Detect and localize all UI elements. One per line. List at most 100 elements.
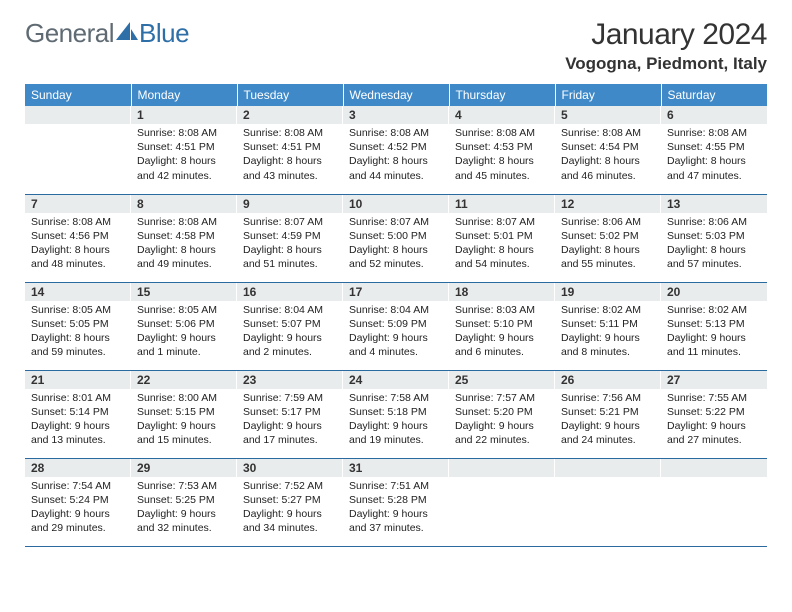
calendar-cell (661, 458, 767, 546)
day-detail-line: Daylight: 9 hours (667, 419, 761, 433)
day-number: 14 (25, 283, 131, 301)
day-details: Sunrise: 8:08 AMSunset: 4:56 PMDaylight:… (25, 213, 131, 276)
day-details: Sunrise: 8:04 AMSunset: 5:09 PMDaylight:… (343, 301, 449, 364)
day-details: Sunrise: 7:57 AMSunset: 5:20 PMDaylight:… (449, 389, 555, 452)
calendar-cell: 17Sunrise: 8:04 AMSunset: 5:09 PMDayligh… (343, 282, 449, 370)
day-detail-line: Daylight: 9 hours (137, 507, 231, 521)
calendar-cell: 21Sunrise: 8:01 AMSunset: 5:14 PMDayligh… (25, 370, 131, 458)
calendar-cell: 6Sunrise: 8:08 AMSunset: 4:55 PMDaylight… (661, 106, 767, 194)
calendar-cell: 30Sunrise: 7:52 AMSunset: 5:27 PMDayligh… (237, 458, 343, 546)
weekday-header: Thursday (449, 84, 555, 106)
calendar-cell: 20Sunrise: 8:02 AMSunset: 5:13 PMDayligh… (661, 282, 767, 370)
day-detail-line: Sunset: 5:03 PM (667, 229, 761, 243)
day-detail-line: and 34 minutes. (243, 521, 337, 535)
day-details: Sunrise: 8:04 AMSunset: 5:07 PMDaylight:… (237, 301, 343, 364)
day-detail-line: and 22 minutes. (455, 433, 549, 447)
day-detail-line: Sunset: 4:59 PM (243, 229, 337, 243)
calendar-cell: 1Sunrise: 8:08 AMSunset: 4:51 PMDaylight… (131, 106, 237, 194)
day-detail-line: Daylight: 9 hours (31, 507, 125, 521)
day-detail-line: Daylight: 9 hours (31, 419, 125, 433)
day-detail-line: Daylight: 9 hours (137, 331, 231, 345)
calendar-week-row: 7Sunrise: 8:08 AMSunset: 4:56 PMDaylight… (25, 194, 767, 282)
day-details: Sunrise: 8:03 AMSunset: 5:10 PMDaylight:… (449, 301, 555, 364)
weekday-header: Friday (555, 84, 661, 106)
calendar-cell: 29Sunrise: 7:53 AMSunset: 5:25 PMDayligh… (131, 458, 237, 546)
day-number: 6 (661, 106, 767, 124)
day-number: 23 (237, 371, 343, 389)
calendar-cell: 5Sunrise: 8:08 AMSunset: 4:54 PMDaylight… (555, 106, 661, 194)
day-number (555, 459, 661, 477)
weekday-header-row: SundayMondayTuesdayWednesdayThursdayFrid… (25, 84, 767, 106)
day-detail-line: Sunrise: 8:01 AM (31, 391, 125, 405)
day-details: Sunrise: 7:52 AMSunset: 5:27 PMDaylight:… (237, 477, 343, 540)
day-number: 17 (343, 283, 449, 301)
day-detail-line: Sunset: 5:07 PM (243, 317, 337, 331)
day-detail-line: Sunrise: 8:08 AM (137, 126, 231, 140)
day-details: Sunrise: 7:53 AMSunset: 5:25 PMDaylight:… (131, 477, 237, 540)
day-number: 16 (237, 283, 343, 301)
calendar-week-row: 1Sunrise: 8:08 AMSunset: 4:51 PMDaylight… (25, 106, 767, 194)
day-number: 27 (661, 371, 767, 389)
day-details: Sunrise: 8:08 AMSunset: 4:55 PMDaylight:… (661, 124, 767, 187)
weekday-header: Monday (131, 84, 237, 106)
day-number: 1 (131, 106, 237, 124)
day-details (555, 477, 661, 483)
calendar-cell: 11Sunrise: 8:07 AMSunset: 5:01 PMDayligh… (449, 194, 555, 282)
day-detail-line: and 29 minutes. (31, 521, 125, 535)
day-detail-line: and 55 minutes. (561, 257, 655, 271)
calendar-cell: 15Sunrise: 8:05 AMSunset: 5:06 PMDayligh… (131, 282, 237, 370)
day-detail-line: Sunrise: 7:51 AM (349, 479, 443, 493)
day-details: Sunrise: 7:56 AMSunset: 5:21 PMDaylight:… (555, 389, 661, 452)
day-detail-line: and 43 minutes. (243, 169, 337, 183)
day-details: Sunrise: 8:07 AMSunset: 5:01 PMDaylight:… (449, 213, 555, 276)
day-detail-line: Sunset: 4:51 PM (243, 140, 337, 154)
day-detail-line: Sunrise: 8:00 AM (137, 391, 231, 405)
day-details: Sunrise: 8:00 AMSunset: 5:15 PMDaylight:… (131, 389, 237, 452)
day-detail-line: and 46 minutes. (561, 169, 655, 183)
day-details: Sunrise: 8:06 AMSunset: 5:03 PMDaylight:… (661, 213, 767, 276)
calendar-cell: 3Sunrise: 8:08 AMSunset: 4:52 PMDaylight… (343, 106, 449, 194)
day-detail-line: Sunset: 4:53 PM (455, 140, 549, 154)
day-detail-line: Sunrise: 8:08 AM (667, 126, 761, 140)
day-detail-line: Sunrise: 7:59 AM (243, 391, 337, 405)
day-number (661, 459, 767, 477)
day-detail-line: Sunrise: 8:08 AM (31, 215, 125, 229)
day-detail-line: Sunset: 5:24 PM (31, 493, 125, 507)
day-number: 2 (237, 106, 343, 124)
day-detail-line: Sunset: 5:00 PM (349, 229, 443, 243)
day-detail-line: Sunset: 5:28 PM (349, 493, 443, 507)
day-detail-line: Sunrise: 8:07 AM (243, 215, 337, 229)
calendar-cell: 13Sunrise: 8:06 AMSunset: 5:03 PMDayligh… (661, 194, 767, 282)
day-number: 11 (449, 195, 555, 213)
day-number: 4 (449, 106, 555, 124)
calendar-table: SundayMondayTuesdayWednesdayThursdayFrid… (25, 84, 767, 547)
day-detail-line: and 8 minutes. (561, 345, 655, 359)
calendar-cell: 4Sunrise: 8:08 AMSunset: 4:53 PMDaylight… (449, 106, 555, 194)
day-detail-line: Sunset: 5:11 PM (561, 317, 655, 331)
day-details: Sunrise: 8:08 AMSunset: 4:54 PMDaylight:… (555, 124, 661, 187)
calendar-week-row: 28Sunrise: 7:54 AMSunset: 5:24 PMDayligh… (25, 458, 767, 546)
day-number: 15 (131, 283, 237, 301)
day-detail-line: Daylight: 8 hours (455, 154, 549, 168)
day-detail-line: Daylight: 8 hours (561, 154, 655, 168)
day-detail-line: Sunset: 4:58 PM (137, 229, 231, 243)
day-detail-line: Daylight: 8 hours (561, 243, 655, 257)
calendar-cell (449, 458, 555, 546)
day-detail-line: Sunset: 5:02 PM (561, 229, 655, 243)
day-detail-line: Sunset: 5:14 PM (31, 405, 125, 419)
day-detail-line: Sunset: 4:56 PM (31, 229, 125, 243)
day-details: Sunrise: 8:02 AMSunset: 5:13 PMDaylight:… (661, 301, 767, 364)
day-detail-line: Sunrise: 8:05 AM (31, 303, 125, 317)
day-detail-line: and 32 minutes. (137, 521, 231, 535)
day-details: Sunrise: 7:58 AMSunset: 5:18 PMDaylight:… (343, 389, 449, 452)
day-details: Sunrise: 8:08 AMSunset: 4:51 PMDaylight:… (237, 124, 343, 187)
day-number: 29 (131, 459, 237, 477)
day-detail-line: Sunset: 4:52 PM (349, 140, 443, 154)
day-detail-line: Sunrise: 8:02 AM (561, 303, 655, 317)
day-detail-line: Daylight: 8 hours (137, 243, 231, 257)
day-detail-line: Sunset: 5:27 PM (243, 493, 337, 507)
day-details: Sunrise: 7:54 AMSunset: 5:24 PMDaylight:… (25, 477, 131, 540)
calendar-cell: 26Sunrise: 7:56 AMSunset: 5:21 PMDayligh… (555, 370, 661, 458)
day-detail-line: Daylight: 8 hours (349, 243, 443, 257)
calendar-week-row: 14Sunrise: 8:05 AMSunset: 5:05 PMDayligh… (25, 282, 767, 370)
